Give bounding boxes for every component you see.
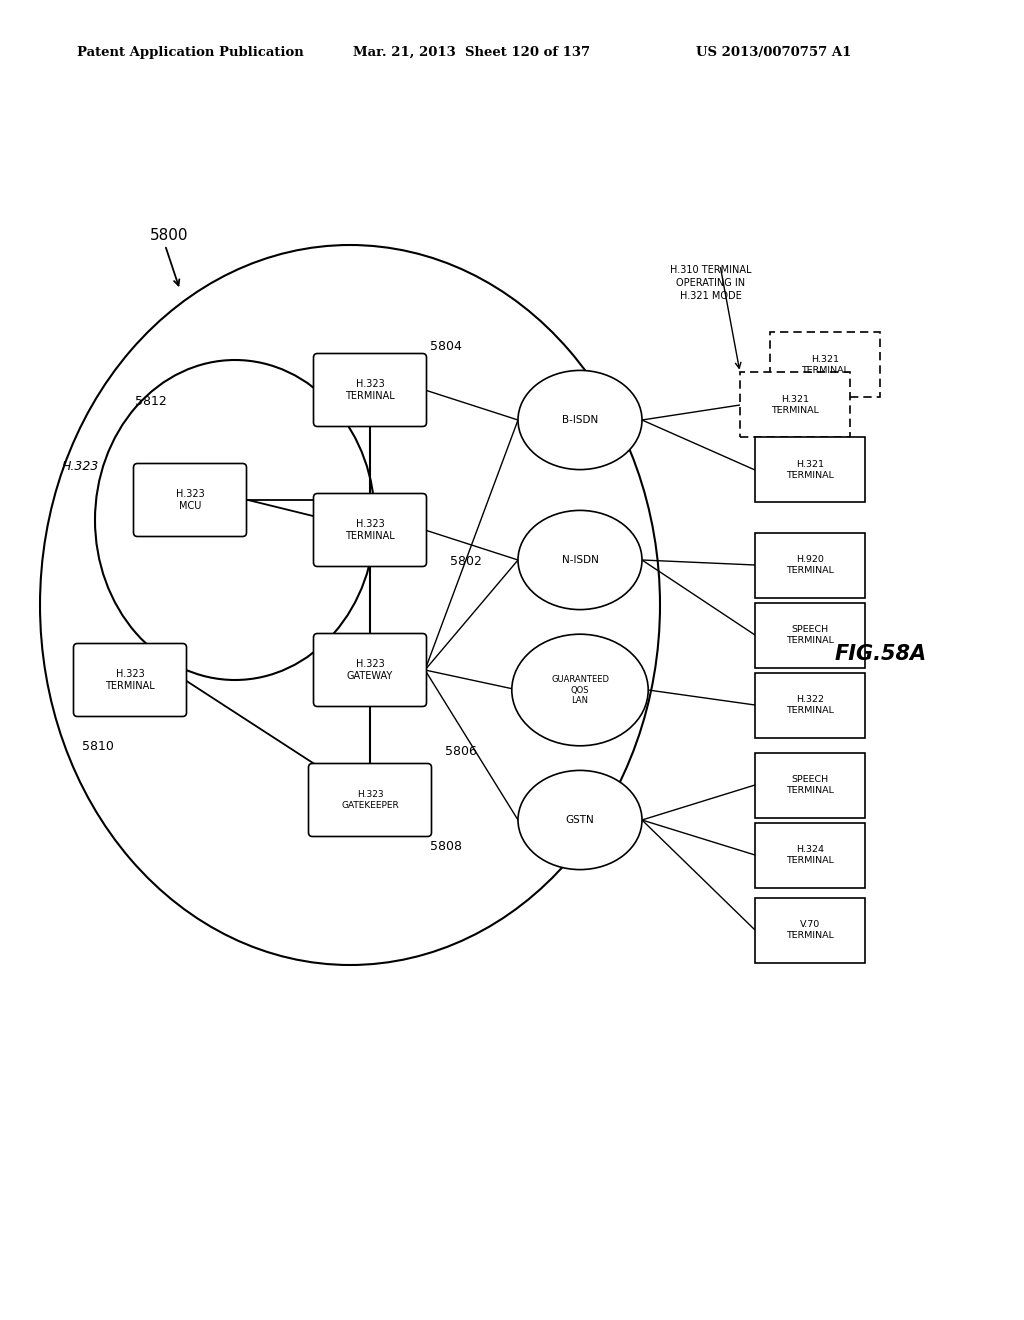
Ellipse shape bbox=[518, 511, 642, 610]
FancyBboxPatch shape bbox=[313, 494, 427, 566]
Text: H.322
TERMINAL: H.322 TERMINAL bbox=[786, 694, 834, 715]
Text: H.321
TERMINAL: H.321 TERMINAL bbox=[801, 355, 849, 375]
Text: FIG.58A: FIG.58A bbox=[835, 644, 927, 664]
Text: 5800: 5800 bbox=[150, 228, 188, 243]
Text: Mar. 21, 2013  Sheet 120 of 137: Mar. 21, 2013 Sheet 120 of 137 bbox=[353, 46, 591, 59]
Text: B-ISDN: B-ISDN bbox=[562, 414, 598, 425]
Text: H.323: H.323 bbox=[62, 459, 99, 473]
Bar bbox=[770, 333, 880, 397]
Text: 5806: 5806 bbox=[445, 744, 477, 758]
Text: H.324
TERMINAL: H.324 TERMINAL bbox=[786, 845, 834, 865]
Bar bbox=[755, 532, 865, 598]
Text: GSTN: GSTN bbox=[565, 814, 594, 825]
Ellipse shape bbox=[512, 634, 648, 746]
Text: H.321
TERMINAL: H.321 TERMINAL bbox=[786, 459, 834, 480]
Bar bbox=[755, 752, 865, 817]
FancyBboxPatch shape bbox=[313, 354, 427, 426]
Text: Patent Application Publication: Patent Application Publication bbox=[77, 46, 303, 59]
Text: 5802: 5802 bbox=[450, 554, 482, 568]
Text: H.323
MCU: H.323 MCU bbox=[176, 488, 205, 511]
Text: H.920
TERMINAL: H.920 TERMINAL bbox=[786, 554, 834, 576]
FancyBboxPatch shape bbox=[74, 644, 186, 717]
Text: 5812: 5812 bbox=[135, 395, 167, 408]
Bar bbox=[755, 822, 865, 887]
Text: GUARANTEED
QOS
LAN: GUARANTEED QOS LAN bbox=[551, 675, 609, 705]
Text: H.321
TERMINAL: H.321 TERMINAL bbox=[771, 395, 819, 414]
Text: H.323
TERMINAL: H.323 TERMINAL bbox=[105, 669, 155, 692]
Bar bbox=[755, 602, 865, 668]
Text: H.323
GATEKEEPER: H.323 GATEKEEPER bbox=[341, 789, 399, 810]
Text: N-ISDN: N-ISDN bbox=[561, 554, 598, 565]
Bar bbox=[755, 898, 865, 962]
Text: 5810: 5810 bbox=[82, 741, 114, 752]
Text: H.323
TERMINAL: H.323 TERMINAL bbox=[345, 519, 395, 541]
Text: SPEECH
TERMINAL: SPEECH TERMINAL bbox=[786, 624, 834, 645]
Text: V.70
TERMINAL: V.70 TERMINAL bbox=[786, 920, 834, 940]
Bar bbox=[740, 372, 850, 437]
Text: H.310 TERMINAL
OPERATING IN
H.321 MODE: H.310 TERMINAL OPERATING IN H.321 MODE bbox=[670, 265, 752, 301]
Text: 5804: 5804 bbox=[430, 341, 462, 352]
Ellipse shape bbox=[518, 371, 642, 470]
Text: H.323
TERMINAL: H.323 TERMINAL bbox=[345, 379, 395, 401]
Ellipse shape bbox=[518, 771, 642, 870]
Text: SPEECH
TERMINAL: SPEECH TERMINAL bbox=[786, 775, 834, 795]
FancyBboxPatch shape bbox=[308, 763, 431, 837]
Text: US 2013/0070757 A1: US 2013/0070757 A1 bbox=[696, 46, 852, 59]
FancyBboxPatch shape bbox=[133, 463, 247, 536]
Text: H.323
GATEWAY: H.323 GATEWAY bbox=[347, 659, 393, 681]
Bar bbox=[755, 672, 865, 738]
Bar bbox=[755, 437, 865, 503]
Text: 5808: 5808 bbox=[430, 840, 462, 853]
FancyBboxPatch shape bbox=[313, 634, 427, 706]
